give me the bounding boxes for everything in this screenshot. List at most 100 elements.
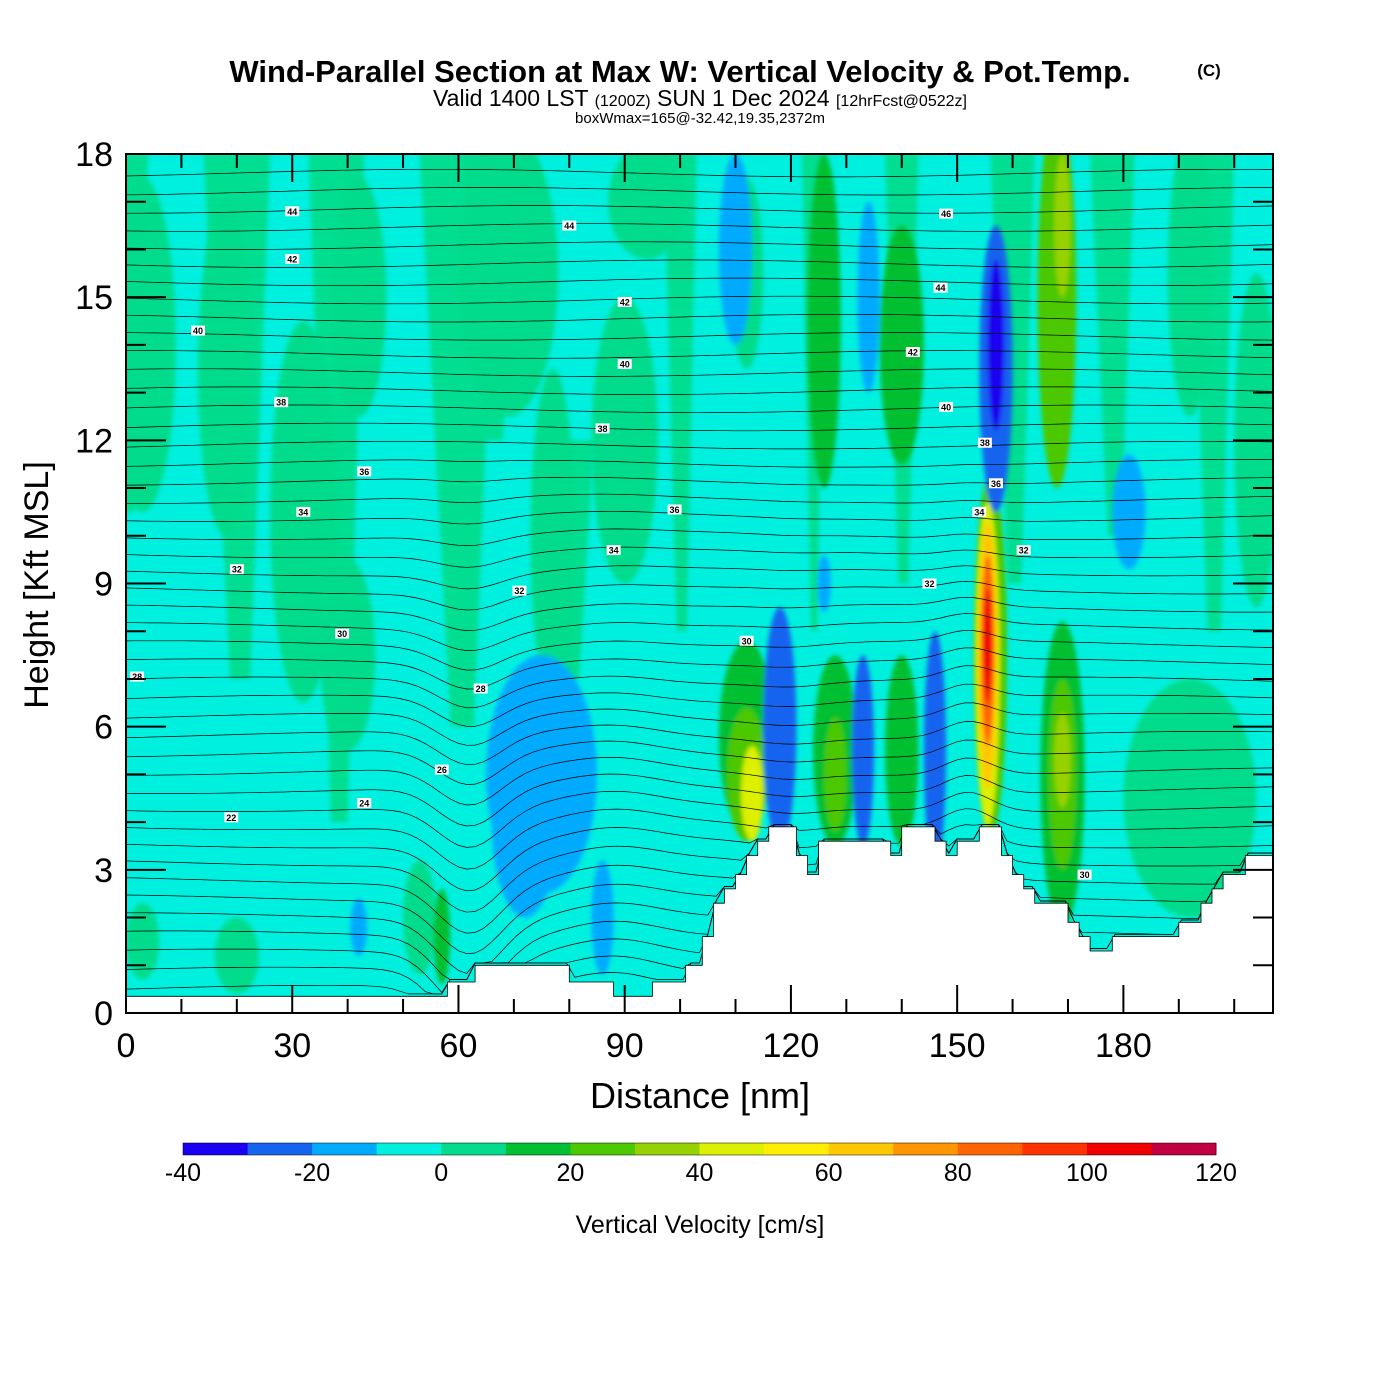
vv-cell-0	[126, 177, 176, 512]
vv-cell-34	[214, 917, 259, 994]
vv-cell-33	[126, 903, 160, 980]
theta-contour-4	[126, 824, 1273, 974]
x-tick-label-90: 90	[606, 1027, 644, 1065]
contour-label-14: 38	[977, 437, 992, 448]
vv-cell-13	[1054, 154, 1071, 298]
theta-contour-14	[126, 721, 1273, 766]
x-axis: 0 30 60 90 120 150 180	[117, 154, 1236, 1065]
colorbar-tick-60: 60	[815, 1159, 843, 1187]
vv-cell-14	[1167, 154, 1213, 417]
theta-contour-34	[126, 368, 1273, 377]
contour-label-25: 28	[130, 671, 145, 682]
y-tick-label-15: 15	[75, 279, 113, 317]
colorbar-swatch-0	[441, 1143, 507, 1155]
contour-label-12: 36	[357, 466, 372, 477]
contour-label-9: 38	[274, 397, 289, 408]
theta-contour-38	[126, 295, 1273, 305]
svg-text:44: 44	[936, 283, 946, 293]
theta-contour-23	[126, 565, 1273, 590]
svg-text:30: 30	[1080, 870, 1090, 880]
subtitle-valid: Valid 1400 LST	[433, 85, 589, 111]
contour-label-1: 44	[562, 220, 577, 231]
theta-contour-44	[126, 187, 1273, 196]
vv-cell-12	[1037, 154, 1077, 488]
contour-label-2: 46	[939, 208, 954, 219]
colorbar-swatch-20	[570, 1143, 636, 1155]
contour-label-3: 42	[285, 253, 300, 264]
svg-text:36: 36	[991, 479, 1001, 489]
contour-labels: 44 44 46 42 42 44 40 40 42 38 38 40 36 36 38 34 34 36 34 32…	[130, 206, 1092, 880]
svg-text:32: 32	[514, 586, 524, 596]
vv-cell-32	[1123, 678, 1257, 918]
svg-text:32: 32	[924, 579, 934, 589]
theta-contour-6	[126, 824, 1273, 934]
vv-cell-7	[591, 297, 658, 584]
svg-text:34: 34	[609, 546, 619, 556]
theta-contour-22	[126, 581, 1273, 611]
contour-label-27: 26	[434, 764, 449, 775]
contour-label-21: 32	[922, 578, 937, 589]
theta-contour-27	[126, 493, 1273, 504]
vv-cell-46	[817, 554, 831, 613]
vv-cell-23	[885, 655, 919, 846]
svg-text:38: 38	[276, 398, 286, 408]
svg-text:32: 32	[232, 565, 242, 575]
contour-label-28: 24	[357, 798, 372, 809]
contour-label-22: 32	[1016, 545, 1031, 556]
svg-text:30: 30	[337, 629, 347, 639]
contour-label-24: 30	[739, 635, 754, 646]
theta-contour-33	[126, 386, 1273, 395]
vv-cell-16	[403, 860, 437, 975]
theta-contour-18	[126, 647, 1273, 690]
svg-text:38: 38	[598, 424, 608, 434]
theta-contour-8	[126, 824, 1273, 892]
colorbar-swatch--40	[183, 1143, 249, 1155]
colorbar-label: Vertical Velocity [cm/s]	[576, 1211, 825, 1239]
contour-label-20: 32	[512, 585, 527, 596]
theta-contour-5	[126, 824, 1273, 955]
theta-contour-12	[126, 756, 1273, 806]
y-tick-label-9: 9	[94, 566, 113, 604]
svg-text:44: 44	[287, 207, 297, 217]
theta-contour-36	[126, 332, 1273, 341]
theta-contour-30	[126, 440, 1273, 450]
svg-text:40: 40	[193, 326, 203, 336]
colorbar-swatch-30	[634, 1143, 700, 1155]
contour-label-13: 36	[667, 504, 682, 515]
colorbar-tick--20: -20	[294, 1159, 330, 1187]
contour-label-11: 40	[939, 401, 954, 412]
box-wmax-info: boxWmax=165@-32.42,19.35,2372m	[575, 110, 825, 127]
colorbar-swatch--20	[312, 1143, 378, 1155]
svg-text:22: 22	[226, 813, 236, 823]
theta-contour-40	[126, 259, 1273, 268]
theta-contour-25	[126, 528, 1273, 546]
theta-contour-21	[126, 596, 1273, 631]
contour-label-19: 32	[229, 564, 244, 575]
subtitle-utc: (1200Z)	[595, 93, 651, 110]
x-tick-label-0: 0	[117, 1027, 136, 1065]
theta-contour-11	[126, 773, 1273, 827]
vv-cell-39	[987, 258, 1005, 431]
theta-contour-24	[126, 546, 1273, 568]
vv-cell-2	[331, 177, 387, 417]
svg-text:42: 42	[908, 348, 918, 358]
colorbar-tick-40: 40	[686, 1159, 714, 1187]
theta-contour-15	[126, 702, 1273, 746]
vv-cell-28	[983, 588, 993, 703]
contour-label-29: 22	[224, 812, 239, 823]
vv-cell-43	[491, 726, 559, 918]
theta-contour-43	[126, 205, 1273, 214]
theta-contour-32	[126, 404, 1273, 414]
x-tick-label-60: 60	[440, 1027, 478, 1065]
svg-text:32: 32	[1019, 546, 1029, 556]
vv-cell-6	[530, 368, 575, 703]
theta-contour-16	[126, 683, 1273, 727]
theta-contour-9	[126, 808, 1273, 870]
vv-cell-45	[1112, 454, 1146, 570]
theta-contour-3	[126, 824, 1273, 980]
svg-text:40: 40	[941, 402, 951, 412]
vv-cell-20	[741, 745, 764, 842]
contour-label-6: 40	[191, 325, 206, 336]
